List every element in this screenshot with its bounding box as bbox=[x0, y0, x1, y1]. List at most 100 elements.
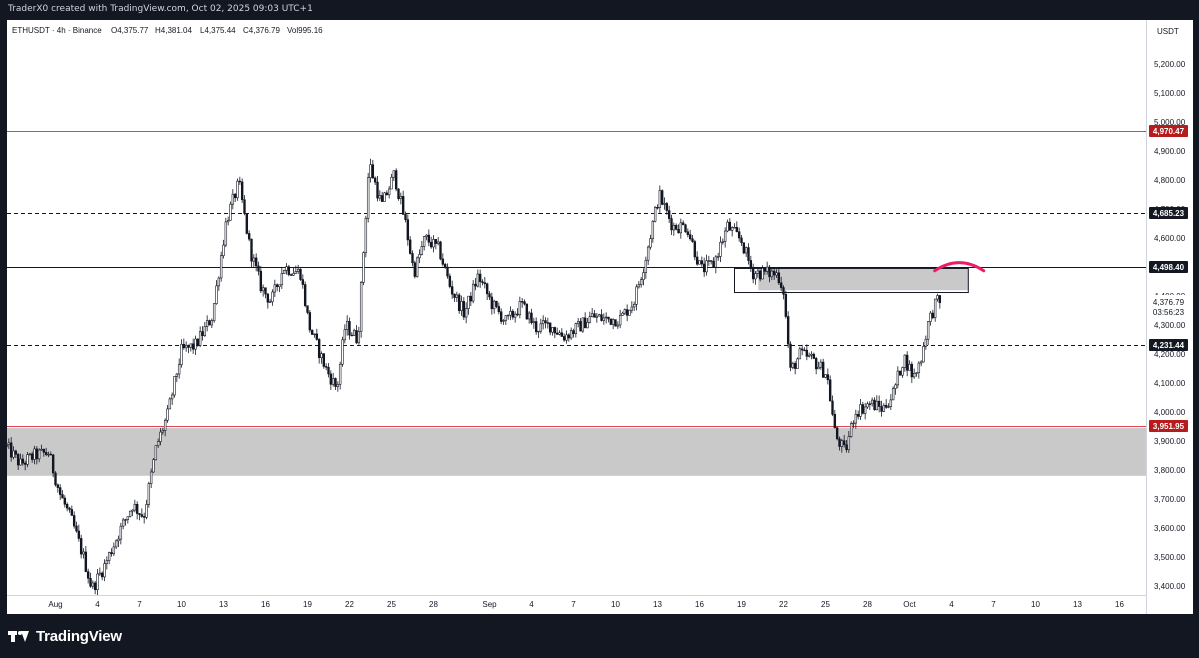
candle[interactable] bbox=[189, 343, 193, 352]
candle[interactable] bbox=[359, 280, 363, 338]
candle[interactable] bbox=[761, 265, 764, 280]
candle[interactable] bbox=[805, 344, 809, 361]
candle[interactable] bbox=[222, 239, 225, 259]
candle[interactable] bbox=[96, 568, 99, 596]
candle[interactable] bbox=[233, 192, 237, 203]
candle[interactable] bbox=[817, 361, 820, 370]
candle[interactable] bbox=[901, 366, 904, 378]
candle[interactable] bbox=[765, 261, 769, 275]
candle[interactable] bbox=[425, 234, 428, 241]
candle[interactable] bbox=[714, 255, 718, 274]
candle[interactable] bbox=[376, 176, 379, 202]
candle[interactable] bbox=[910, 361, 914, 383]
zone-outline[interactable] bbox=[734, 267, 969, 294]
candle[interactable] bbox=[89, 572, 92, 588]
price-tag[interactable]: 4,970.47 bbox=[1149, 125, 1188, 137]
candle[interactable] bbox=[415, 256, 419, 278]
candle[interactable] bbox=[933, 298, 937, 322]
candle[interactable] bbox=[91, 580, 95, 589]
candle[interactable] bbox=[203, 321, 207, 337]
candle[interactable] bbox=[579, 318, 582, 332]
candle[interactable] bbox=[775, 269, 778, 279]
candle[interactable] bbox=[812, 352, 816, 360]
candle[interactable] bbox=[418, 249, 421, 264]
candle[interactable] bbox=[119, 522, 123, 545]
time-axis[interactable]: Aug 4 7 10 13 16 19 22 25 28 Sep 4 7 10 13 16 19 22 25 28 Oc… bbox=[48, 600, 1124, 609]
candle[interactable] bbox=[198, 326, 202, 348]
candle[interactable] bbox=[58, 484, 62, 500]
candle[interactable] bbox=[397, 188, 400, 201]
candle[interactable] bbox=[476, 269, 480, 288]
candle[interactable] bbox=[135, 501, 139, 520]
candle[interactable] bbox=[672, 222, 676, 236]
candle[interactable] bbox=[600, 309, 603, 322]
candle[interactable] bbox=[723, 227, 727, 248]
candle[interactable] bbox=[107, 551, 111, 565]
candle[interactable] bbox=[644, 256, 648, 279]
candle[interactable] bbox=[847, 430, 851, 453]
candle[interactable] bbox=[133, 499, 137, 513]
candle[interactable] bbox=[936, 293, 939, 302]
candle[interactable] bbox=[441, 253, 445, 267]
candle[interactable] bbox=[789, 341, 792, 372]
candle[interactable] bbox=[630, 301, 634, 314]
candle[interactable] bbox=[747, 243, 750, 265]
candle[interactable] bbox=[576, 318, 580, 328]
candle[interactable] bbox=[322, 353, 326, 369]
candle[interactable] bbox=[86, 568, 90, 584]
candle[interactable] bbox=[392, 170, 396, 182]
candle[interactable] bbox=[651, 220, 655, 243]
candle[interactable] bbox=[215, 280, 218, 305]
candle[interactable] bbox=[315, 328, 319, 341]
candle[interactable] bbox=[733, 223, 736, 229]
candle[interactable] bbox=[152, 457, 155, 473]
candle[interactable] bbox=[436, 237, 440, 246]
candle[interactable] bbox=[184, 341, 188, 352]
candle[interactable] bbox=[257, 261, 260, 276]
candle[interactable] bbox=[518, 296, 522, 319]
candle[interactable] bbox=[707, 255, 711, 266]
candle[interactable] bbox=[527, 311, 531, 324]
candle[interactable] bbox=[236, 178, 239, 201]
candle[interactable] bbox=[254, 253, 258, 272]
candle[interactable] bbox=[194, 335, 197, 355]
candle[interactable] bbox=[378, 190, 382, 202]
candle[interactable] bbox=[898, 370, 902, 376]
currency-label[interactable]: USDT bbox=[1157, 27, 1179, 36]
candle[interactable] bbox=[427, 229, 431, 247]
candle[interactable] bbox=[175, 372, 179, 383]
candle[interactable] bbox=[665, 202, 669, 215]
candle[interactable] bbox=[149, 468, 153, 489]
candle[interactable] bbox=[201, 326, 204, 341]
candle[interactable] bbox=[434, 239, 438, 250]
candle[interactable] bbox=[40, 444, 43, 451]
candle[interactable] bbox=[642, 268, 645, 286]
candle[interactable] bbox=[187, 344, 190, 354]
candle[interactable] bbox=[61, 490, 64, 499]
candle[interactable] bbox=[138, 512, 141, 521]
candle[interactable] bbox=[499, 308, 503, 325]
candle[interactable] bbox=[324, 363, 328, 371]
candle[interactable] bbox=[56, 483, 60, 493]
candle[interactable] bbox=[544, 317, 547, 329]
candle[interactable] bbox=[44, 447, 48, 457]
candle[interactable] bbox=[488, 290, 491, 301]
candle[interactable] bbox=[558, 330, 561, 336]
candle[interactable] bbox=[502, 319, 505, 325]
candle[interactable] bbox=[406, 214, 410, 246]
price-tag[interactable]: 4,231.44 bbox=[1149, 339, 1188, 351]
candle[interactable] bbox=[569, 327, 573, 340]
candle[interactable] bbox=[873, 397, 876, 411]
candle[interactable] bbox=[555, 327, 559, 336]
price-tag[interactable]: 3,951.95 bbox=[1149, 420, 1188, 432]
legend-symbol[interactable]: ETHUSDT · 4h · Binance bbox=[12, 26, 102, 35]
candle[interactable] bbox=[849, 421, 853, 438]
candle[interactable] bbox=[131, 509, 134, 517]
candle[interactable] bbox=[128, 510, 132, 518]
candle[interactable] bbox=[618, 309, 622, 329]
candle[interactable] bbox=[859, 398, 862, 420]
candle[interactable] bbox=[145, 499, 148, 520]
candle[interactable] bbox=[754, 270, 757, 285]
candle[interactable] bbox=[663, 197, 666, 210]
candle[interactable] bbox=[649, 234, 652, 250]
